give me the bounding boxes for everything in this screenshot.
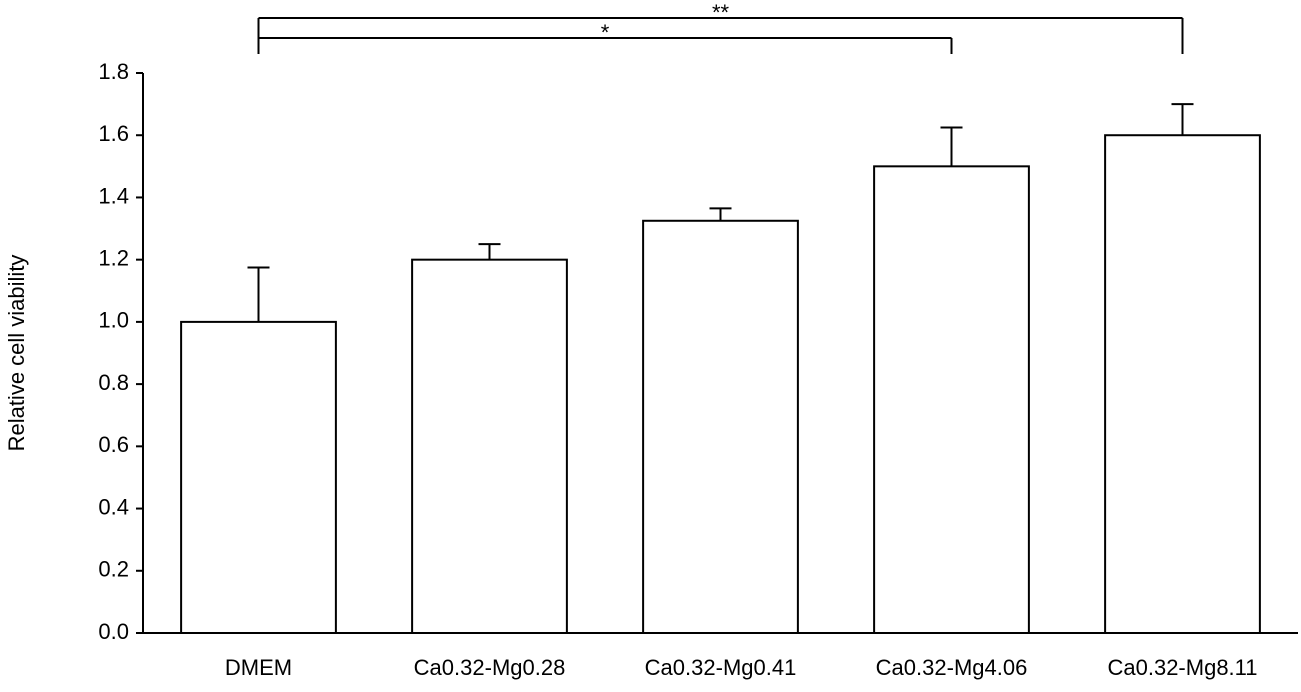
bar (873, 165, 1030, 634)
bar (180, 320, 337, 634)
significance-label: ** (712, 0, 730, 25)
y-tick-label: 0.4 (98, 494, 129, 519)
bar (411, 258, 568, 634)
y-tick-label: 1.4 (98, 183, 129, 208)
x-tick-label: Ca0.32-Mg0.41 (645, 655, 797, 680)
y-tick-label: 0.8 (98, 370, 129, 395)
x-tick-label: Ca0.32-Mg0.28 (414, 655, 566, 680)
x-tick-label: DMEM (225, 655, 292, 680)
x-tick-label: Ca0.32-Mg4.06 (876, 655, 1028, 680)
bar (1104, 134, 1261, 634)
y-tick-label: 1.6 (98, 121, 129, 146)
y-tick-label: 1.8 (98, 59, 129, 84)
y-tick-label: 1.0 (98, 308, 129, 333)
x-tick-label: Ca0.32-Mg8.11 (1107, 655, 1257, 680)
bar (642, 219, 799, 634)
y-tick-label: 0.6 (98, 432, 129, 457)
y-axis-label: Relative cell viability (4, 255, 29, 452)
significance-label: * (601, 20, 610, 45)
y-tick-label: 0.2 (98, 557, 129, 582)
y-tick-label: 1.2 (98, 245, 129, 270)
y-tick-label: 0.0 (98, 619, 129, 644)
